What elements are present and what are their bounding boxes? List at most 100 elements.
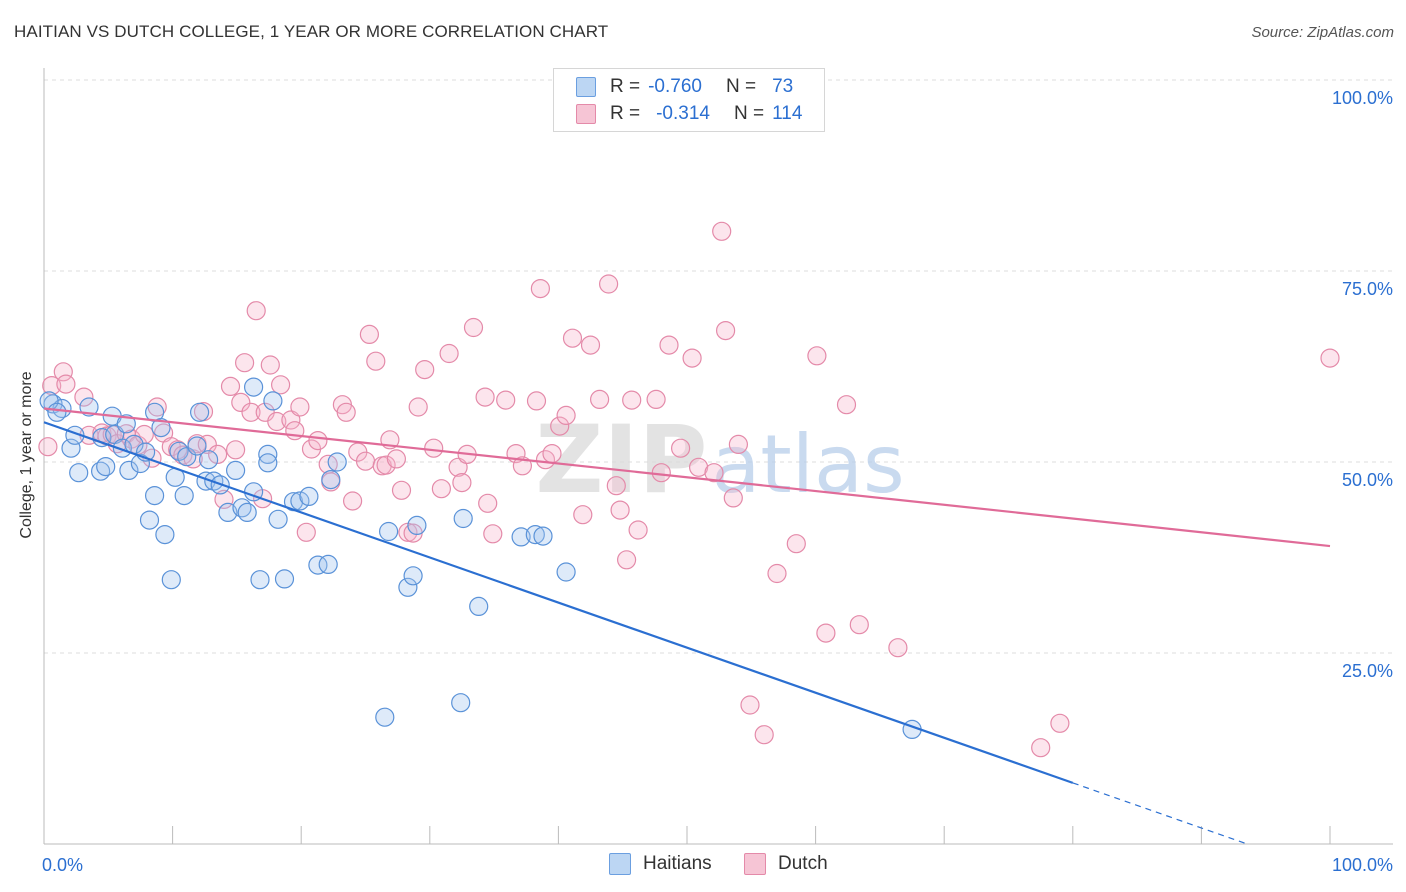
dutch-point[interactable]: [589, 389, 610, 409]
dutch-point[interactable]: [1320, 348, 1340, 368]
dutch-point[interactable]: [659, 335, 679, 355]
haitian-point[interactable]: [274, 569, 295, 589]
dutch-point[interactable]: [550, 416, 570, 436]
dutch-point[interactable]: [530, 279, 551, 299]
dutch-point[interactable]: [754, 725, 774, 745]
haitian-point[interactable]: [119, 460, 139, 480]
dutch-point[interactable]: [452, 473, 472, 493]
dutch-point[interactable]: [290, 397, 310, 417]
dutch-point[interactable]: [628, 520, 648, 540]
dutch-point[interactable]: [682, 348, 702, 368]
dutch-point[interactable]: [646, 389, 666, 409]
dutch-point[interactable]: [366, 351, 386, 371]
haitian-point[interactable]: [145, 486, 165, 506]
haitian-point[interactable]: [533, 526, 553, 546]
dutch-point[interactable]: [355, 451, 376, 471]
dutch-point[interactable]: [496, 390, 516, 410]
haitian-point[interactable]: [511, 527, 531, 547]
dutch-point[interactable]: [431, 479, 451, 499]
dutch-point[interactable]: [483, 524, 503, 544]
haitian-point[interactable]: [130, 453, 150, 474]
dutch-point[interactable]: [53, 362, 73, 382]
dutch-point[interactable]: [598, 274, 619, 294]
dutch-point[interactable]: [1031, 738, 1051, 758]
haitian-point[interactable]: [453, 508, 473, 529]
haitian-point[interactable]: [96, 457, 116, 477]
dutch-point[interactable]: [767, 563, 787, 584]
dutch-point[interactable]: [336, 402, 356, 422]
dutch-point[interactable]: [359, 324, 379, 344]
dutch-point[interactable]: [715, 321, 736, 341]
haitian-point[interactable]: [451, 693, 471, 713]
dutch-point[interactable]: [308, 431, 328, 451]
haitian-point[interactable]: [290, 491, 310, 511]
dutch-point[interactable]: [580, 335, 601, 355]
dutch-point[interactable]: [526, 391, 547, 411]
haitian-point[interactable]: [250, 570, 270, 590]
dutch-point[interactable]: [573, 505, 593, 525]
haitian-point[interactable]: [263, 391, 283, 411]
dutch-point[interactable]: [439, 343, 459, 364]
haitian-point[interactable]: [375, 707, 395, 727]
dutch-point[interactable]: [231, 392, 251, 412]
haitian-point[interactable]: [244, 377, 264, 397]
dutch-point[interactable]: [786, 534, 806, 554]
haitian-point[interactable]: [218, 502, 238, 523]
dutch-point[interactable]: [704, 463, 724, 483]
haitian-point[interactable]: [199, 450, 219, 470]
haitian-point[interactable]: [299, 486, 319, 506]
dutch-point[interactable]: [235, 353, 255, 373]
dutch-point[interactable]: [241, 402, 261, 422]
dutch-point[interactable]: [147, 397, 167, 417]
dutch-point[interactable]: [512, 456, 533, 476]
haitian-point[interactable]: [258, 453, 278, 473]
dutch-point[interactable]: [260, 355, 280, 375]
haitian-point[interactable]: [161, 570, 181, 590]
dutch-point[interactable]: [271, 375, 291, 395]
dutch-point[interactable]: [408, 397, 428, 417]
dutch-point[interactable]: [616, 550, 637, 570]
dutch-point[interactable]: [281, 410, 301, 430]
haitian-point[interactable]: [174, 486, 194, 506]
legend-item-haitians[interactable]: Haitians: [609, 852, 712, 876]
haitian-point[interactable]: [321, 470, 341, 490]
dutch-point[interactable]: [1050, 713, 1070, 733]
haitian-point[interactable]: [398, 577, 418, 597]
dutch-point[interactable]: [386, 449, 406, 469]
haitian-point[interactable]: [556, 562, 576, 582]
haitian-point[interactable]: [268, 509, 288, 529]
dutch-point[interactable]: [376, 455, 396, 475]
dutch-point[interactable]: [38, 437, 58, 457]
haitian-point[interactable]: [79, 397, 99, 417]
dutch-point[interactable]: [463, 317, 484, 338]
haitian-point[interactable]: [187, 436, 207, 456]
haitian-point[interactable]: [112, 438, 133, 458]
dutch-point[interactable]: [610, 500, 630, 520]
dutch-point[interactable]: [391, 480, 412, 500]
haitian-point[interactable]: [318, 554, 338, 575]
dutch-point[interactable]: [208, 444, 228, 464]
dutch-point[interactable]: [740, 695, 760, 715]
haitian-point[interactable]: [151, 418, 171, 438]
haitian-point[interactable]: [379, 521, 399, 542]
dutch-point[interactable]: [728, 434, 749, 454]
dutch-point[interactable]: [424, 438, 444, 458]
haitian-point[interactable]: [190, 402, 210, 422]
haitian-point[interactable]: [237, 502, 257, 523]
dutch-point[interactable]: [816, 623, 836, 643]
dutch-point[interactable]: [267, 411, 287, 432]
haitian-point[interactable]: [226, 460, 246, 480]
dutch-point[interactable]: [475, 387, 495, 407]
dutch-point[interactable]: [723, 488, 743, 508]
dutch-point[interactable]: [542, 444, 562, 464]
dutch-point[interactable]: [836, 395, 857, 415]
dutch-point[interactable]: [849, 615, 869, 635]
dutch-point[interactable]: [888, 638, 908, 658]
haitian-point[interactable]: [155, 524, 175, 545]
haitian-point[interactable]: [47, 402, 67, 422]
dutch-point[interactable]: [688, 457, 709, 477]
dutch-point[interactable]: [562, 328, 583, 348]
dutch-point[interactable]: [226, 440, 246, 460]
haitian-point[interactable]: [308, 555, 328, 575]
dutch-point[interactable]: [74, 387, 94, 407]
